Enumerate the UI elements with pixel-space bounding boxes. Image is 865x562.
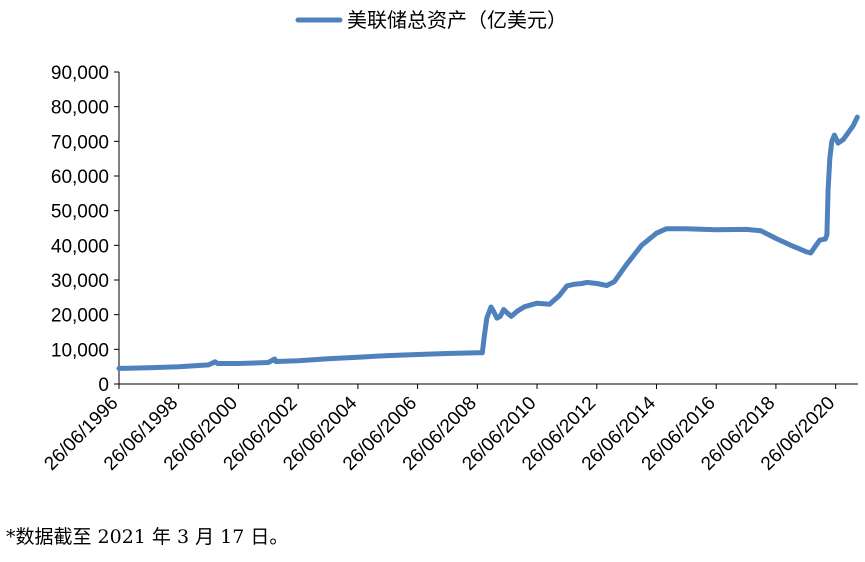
y-tick-label: 90,000 bbox=[51, 63, 109, 84]
y-tick-label: 80,000 bbox=[51, 98, 109, 119]
y-tick-label: 0 bbox=[98, 375, 109, 396]
y-tick-label: 40,000 bbox=[51, 236, 109, 257]
y-tick-label: 60,000 bbox=[51, 167, 109, 188]
y-axis: 0 10,000 20,000 30,000 40,000 50,000 60,000 70,… bbox=[51, 63, 120, 396]
legend: 美联储总资产（亿美元） bbox=[295, 8, 567, 32]
x-axis: 26/06/199626/06/199826/06/200026/06/2002… bbox=[40, 383, 858, 475]
y-tick-label: 30,000 bbox=[51, 271, 109, 292]
y-tick-label: 50,000 bbox=[51, 202, 109, 223]
y-tick-label: 70,000 bbox=[51, 132, 109, 153]
legend-label: 美联储总资产（亿美元） bbox=[347, 8, 567, 32]
footnote: *数据截至 2021 年 3 月 17 日。 bbox=[6, 526, 289, 548]
y-tick-label: 10,000 bbox=[51, 340, 109, 361]
series-line bbox=[116, 114, 860, 371]
y-tick-label: 20,000 bbox=[51, 306, 109, 327]
